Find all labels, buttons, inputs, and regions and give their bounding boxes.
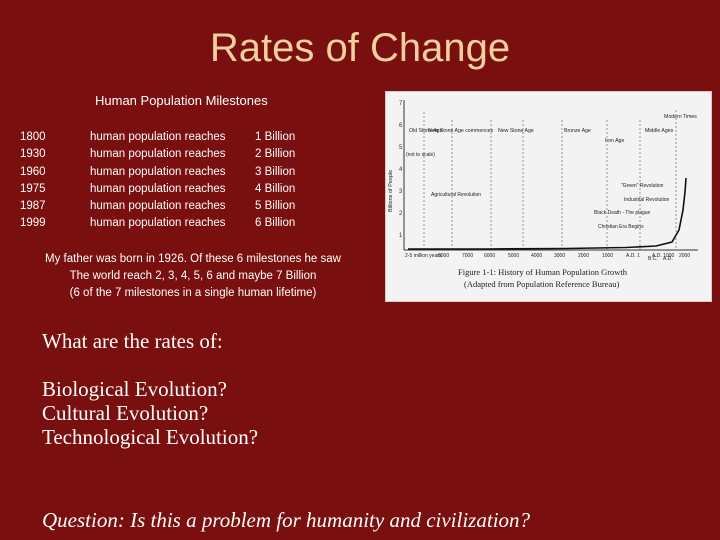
milestones-heading: Human Population Milestones: [95, 93, 268, 108]
milestone-description: human population reaches: [90, 131, 226, 143]
annotation: Agricultural Revolution: [431, 192, 481, 198]
era-label: New Stone Age: [498, 128, 534, 134]
x-tick: 8000: [438, 253, 449, 259]
milestone-description: human population reaches: [90, 217, 226, 230]
y-tick: 1: [399, 233, 403, 239]
question-line: What are the rates of:: [42, 329, 223, 353]
y-tick: 5: [399, 145, 403, 151]
era-label: Modern Times: [664, 114, 697, 120]
annotation: (not to scale): [406, 152, 435, 158]
annotation: Industrial Revolution: [624, 197, 670, 203]
milestone-row: 1987 human population reaches 5 Billion: [20, 198, 295, 215]
question-line: [42, 353, 258, 377]
x-tick: 2000: [679, 253, 690, 259]
milestone-row: 1975 human population reaches 4 Billion: [20, 181, 295, 198]
era-label: Bronze Age: [564, 128, 591, 134]
x-tick: 5000: [508, 253, 519, 259]
milestone-year: 1999: [20, 217, 46, 230]
question-line: Cultural Evolution?: [42, 401, 209, 425]
y-tick: 7: [399, 101, 403, 107]
milestone-row: 1800 human population reaches 1 Billion: [20, 129, 295, 146]
milestone-description: human population reaches: [90, 182, 226, 195]
annotation: B.C.: [648, 256, 658, 262]
milestone-year: 1800: [20, 131, 46, 143]
milestone-population: 2 Billion: [255, 148, 296, 161]
population-curve: [408, 177, 687, 250]
milestone-description: human population reaches: [90, 200, 226, 213]
final-question: Question: Is this a problem for humanity…: [42, 508, 531, 532]
note-line: My father was born in 1926. Of these 6 m…: [45, 253, 341, 265]
era-label: New Stone Age commences: [428, 128, 494, 134]
population-graph: 7 6 5 4 3 2 1 Old Stone Age New Stone Ag…: [388, 100, 698, 289]
milestone-description: human population reaches: [90, 165, 226, 178]
father-note: My father was born in 1926. Of these 6 m…: [18, 251, 368, 302]
annotation: Black Death - The plague: [594, 210, 651, 216]
annotation: "Green" Revolution: [621, 183, 664, 189]
x-tick: 4000: [531, 253, 542, 259]
milestone-population: 4 Billion: [255, 182, 296, 195]
x-tick: 2000: [578, 253, 589, 259]
question-line: Biological Evolution?: [42, 377, 227, 401]
milestone-row: 1930 human population reaches 2 Billion: [20, 146, 295, 163]
population-growth-figure: 7 6 5 4 3 2 1 Old Stone Age New Stone Ag…: [385, 91, 712, 302]
slide-title: Rates of Change: [209, 26, 511, 70]
question-line: Technological Evolution?: [42, 425, 259, 449]
figure-caption: Figure 1-1: History of Human Population …: [458, 267, 628, 277]
note-line: The world reach 2, 3, 4, 5, 6 and maybe …: [69, 270, 317, 282]
milestone-year: 1960: [20, 165, 46, 178]
milestone-year: 1987: [20, 200, 46, 213]
x-tick: 7000: [462, 253, 473, 259]
x-tick: 6000: [484, 253, 495, 259]
annotation: Christian Era Begins: [598, 224, 644, 230]
milestone-population: 1 Billion: [255, 131, 296, 143]
y-axis-title: Billions of People: [388, 170, 394, 212]
x-tick: 3000: [554, 253, 565, 259]
milestone-row: 1999 human population reaches 6 Billion: [20, 215, 295, 232]
x-tick: 1000: [602, 253, 613, 259]
y-tick: 6: [399, 123, 403, 129]
era-label: Old Stone Age: [409, 128, 443, 134]
note-line: (6 of the 7 milestones in a single human…: [69, 287, 317, 299]
milestone-population: 5 Billion: [255, 200, 296, 213]
annotation: A.D.: [663, 256, 673, 262]
y-tick: 3: [399, 189, 403, 195]
x-tick: A.D. 1: [626, 253, 640, 259]
milestone-description: human population reaches: [90, 148, 226, 161]
questions-block: What are the rates of: Biological Evolut…: [42, 329, 258, 449]
era-label: Middle Ages: [645, 128, 674, 134]
figure-source: (Adapted from Population Reference Burea…: [464, 279, 619, 289]
era-label: Iron Age: [605, 138, 624, 144]
milestone-year: 1975: [20, 182, 46, 195]
x-tick: A.D. 1000: [652, 253, 674, 259]
y-tick: 4: [399, 167, 403, 173]
milestone-population: 6 Billion: [255, 217, 296, 230]
milestone-year: 1930: [20, 148, 46, 161]
milestones-table: 1800 human population reaches 1 Billion …: [20, 129, 295, 233]
milestone-population: 3 Billion: [255, 165, 296, 178]
milestone-row: 1960 human population reaches 3 Billion: [20, 164, 295, 181]
x-tick: 2-5 million years: [405, 253, 442, 259]
y-tick: 2: [399, 211, 403, 217]
